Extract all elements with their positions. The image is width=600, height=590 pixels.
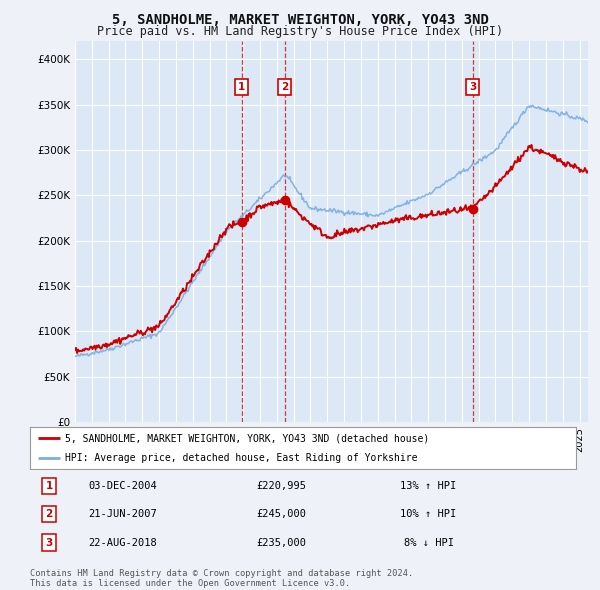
Text: 3: 3 (46, 537, 53, 548)
Text: £245,000: £245,000 (256, 509, 306, 519)
Text: 3: 3 (469, 81, 476, 91)
Text: 13% ↑ HPI: 13% ↑ HPI (400, 481, 457, 491)
Text: 5, SANDHOLME, MARKET WEIGHTON, YORK, YO43 3ND (detached house): 5, SANDHOLME, MARKET WEIGHTON, YORK, YO4… (65, 433, 430, 443)
Text: £235,000: £235,000 (256, 537, 306, 548)
Text: 2: 2 (281, 81, 289, 91)
Text: 22-AUG-2018: 22-AUG-2018 (88, 537, 157, 548)
Text: 10% ↑ HPI: 10% ↑ HPI (400, 509, 457, 519)
Text: Price paid vs. HM Land Registry's House Price Index (HPI): Price paid vs. HM Land Registry's House … (97, 25, 503, 38)
Text: This data is licensed under the Open Government Licence v3.0.: This data is licensed under the Open Gov… (30, 579, 350, 588)
Text: 5, SANDHOLME, MARKET WEIGHTON, YORK, YO43 3ND: 5, SANDHOLME, MARKET WEIGHTON, YORK, YO4… (112, 13, 488, 27)
Text: 8% ↓ HPI: 8% ↓ HPI (404, 537, 454, 548)
Text: 1: 1 (238, 81, 245, 91)
Text: HPI: Average price, detached house, East Riding of Yorkshire: HPI: Average price, detached house, East… (65, 454, 418, 463)
Text: 1: 1 (46, 481, 53, 491)
Text: 21-JUN-2007: 21-JUN-2007 (88, 509, 157, 519)
Text: 2: 2 (46, 509, 53, 519)
Text: 03-DEC-2004: 03-DEC-2004 (88, 481, 157, 491)
Text: £220,995: £220,995 (256, 481, 306, 491)
Text: Contains HM Land Registry data © Crown copyright and database right 2024.: Contains HM Land Registry data © Crown c… (30, 569, 413, 578)
